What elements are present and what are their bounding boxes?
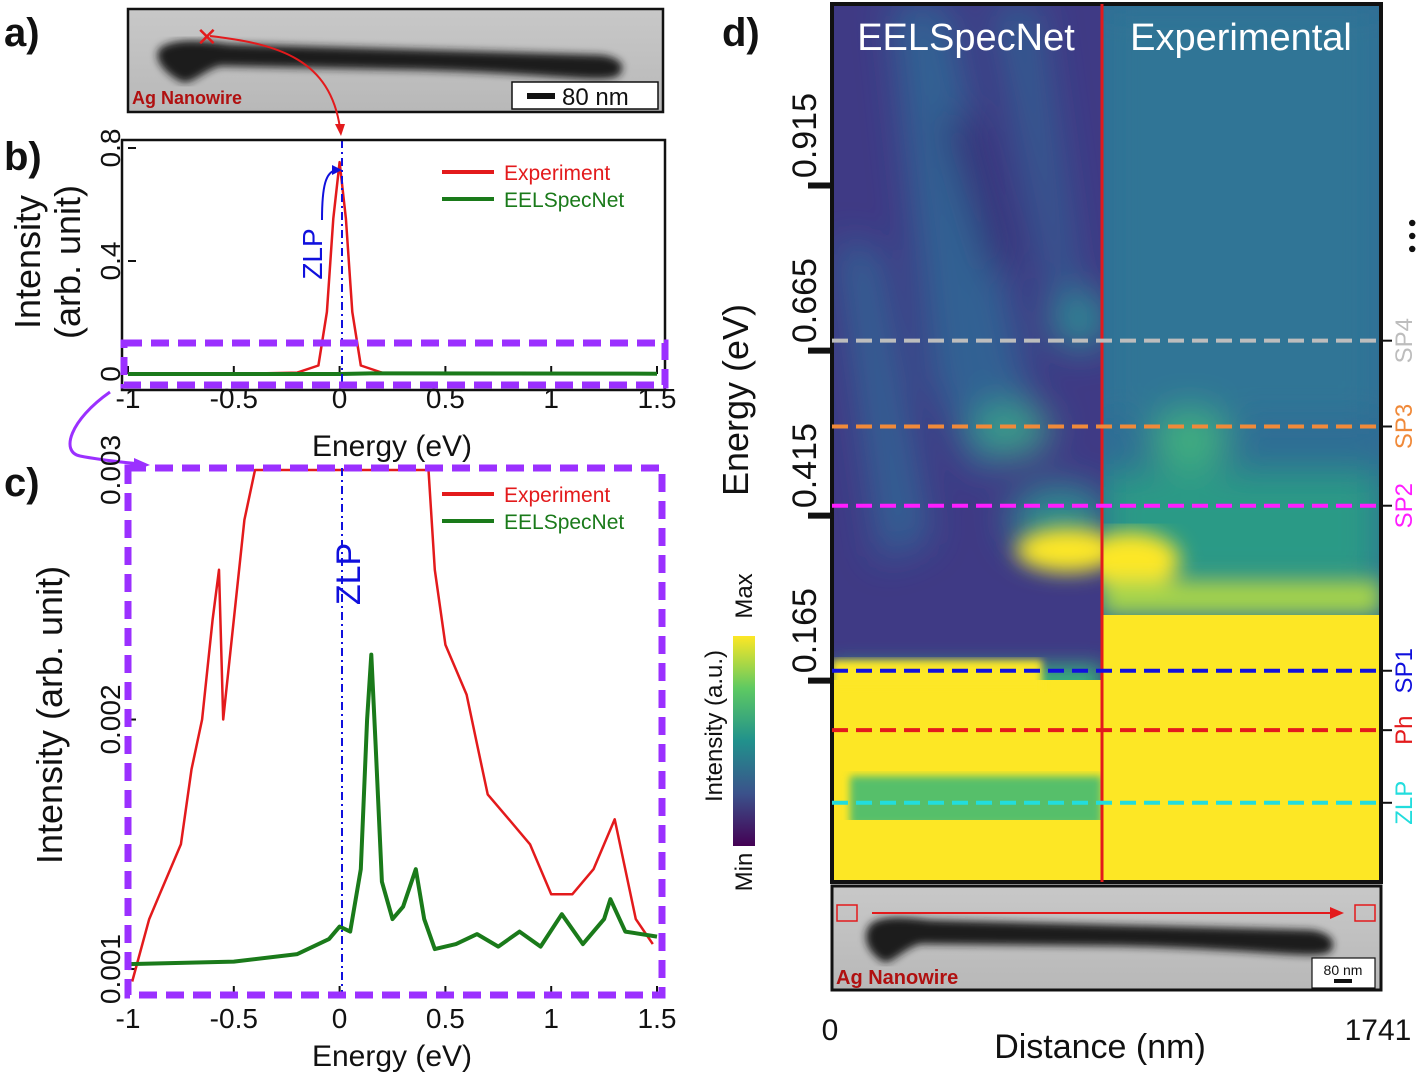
mode-label-sp4: SP4 bbox=[1391, 318, 1416, 363]
c-legend-label: EELSpecNet bbox=[504, 511, 624, 534]
panel-label-b: b) bbox=[4, 135, 42, 179]
c-x-tick-label: 0 bbox=[332, 1003, 348, 1034]
c-y-tick-label: 0.002 bbox=[95, 684, 126, 754]
ellipsis-dots: ••• bbox=[1398, 217, 1416, 256]
colorbar-max-label: Max bbox=[731, 573, 758, 618]
panel-b-zlp-label: ZLP bbox=[297, 228, 328, 279]
heatmap-left-title: EELSpecNet bbox=[857, 17, 1075, 59]
c-series-experiment bbox=[130, 468, 654, 982]
panel-c-zlp-label: ZLP bbox=[330, 543, 368, 605]
b-legend-label: EELSpecNet bbox=[504, 189, 624, 212]
b-legend-label: Experiment bbox=[504, 162, 610, 185]
heatmap-ylabel: Energy (eV) bbox=[715, 304, 756, 496]
probe-arrow bbox=[209, 35, 341, 129]
c-x-tick-label: 0.5 bbox=[426, 1003, 465, 1034]
c-series-eelspecnet bbox=[128, 652, 658, 967]
inset-start-marker bbox=[836, 904, 858, 922]
panel-a-wire-label: Ag Nanowire bbox=[132, 88, 242, 108]
heatmap-y-tick-label: 0.165 bbox=[786, 588, 824, 673]
heatmap-x-tick-end: 1741 bbox=[1345, 1014, 1412, 1047]
heatmap-y-ticks: 0.165 0.415 0.665 0.915 bbox=[786, 93, 834, 684]
panel-c-xlabel: Energy (eV) bbox=[312, 1040, 472, 1073]
panel-b-ylabel-line1: Intensity bbox=[7, 195, 48, 329]
panel-b: Intensity (arb. unit) 00.40.8 -1 -0.5 0 0.5… bbox=[7, 129, 676, 471]
colorbar-title: Intensity (a.u.) bbox=[701, 650, 728, 802]
mode-label-sp1: SP1 bbox=[1391, 648, 1416, 693]
c-x-tick-label: -1 bbox=[116, 1003, 141, 1034]
mode-label-ph: Ph bbox=[1391, 715, 1416, 744]
c-x-tick-label: -0.5 bbox=[210, 1003, 258, 1034]
heatmap-right-title: Experimental bbox=[1130, 17, 1352, 59]
b-series-eelspecnet bbox=[128, 371, 658, 376]
panel-c: Intensity (arb. unit) 0.001 0.002 0.003 -1… bbox=[29, 435, 676, 1073]
panel-b-frame bbox=[120, 138, 667, 392]
heatmap-right bbox=[1102, 4, 1381, 882]
colorbar bbox=[733, 636, 755, 846]
nanowire-shape bbox=[157, 40, 623, 83]
panel-a: Ag Nanowire 80 nm ✕ bbox=[126, 7, 665, 136]
panel-b-legend: Experiment EELSpecNet bbox=[442, 162, 624, 212]
panel-label-c: c) bbox=[4, 461, 40, 505]
panel-d: EELSpecNet Experimental SP4 SP3 SP2 SP1 Ph ZL… bbox=[701, 2, 1416, 1066]
panel-a-scalebar-label: 80 nm bbox=[562, 84, 629, 111]
colorbar-min-label: Min bbox=[731, 853, 758, 892]
mode-label-sp3: SP3 bbox=[1391, 404, 1416, 449]
c-y-tick-label: 0.001 bbox=[95, 934, 126, 1004]
heatmap-inset-label: Ag Nanowire bbox=[836, 967, 958, 989]
panel-c-x-ticks: -1 -0.5 0 0.5 1 1.5 bbox=[116, 986, 677, 1034]
panel-b-zlp-arrow-head bbox=[332, 165, 342, 175]
heatmap-inset-scalebar bbox=[1334, 979, 1352, 983]
panel-b-xlabel: Energy (eV) bbox=[312, 430, 472, 463]
mode-label-sp2: SP2 bbox=[1391, 483, 1416, 528]
c-x-tick-label: 1 bbox=[543, 1003, 559, 1034]
heatmap-x-tick-start: 0 bbox=[822, 1014, 839, 1047]
panel-c-ylabel: Intensity (arb. unit) bbox=[29, 566, 70, 864]
heatmap-inset-scalebar-label: 80 nm bbox=[1324, 962, 1363, 978]
panel-a-scalebar bbox=[527, 93, 555, 99]
heatmap-xlabel: Distance (nm) bbox=[994, 1028, 1206, 1066]
c-y-tick-label: 0.003 bbox=[95, 435, 126, 505]
heatmap-y-tick-label: 0.415 bbox=[786, 423, 824, 508]
mode-lines: SP4 SP3 SP2 SP1 Ph ZLP bbox=[832, 318, 1416, 825]
heatmap-frame bbox=[830, 2, 1383, 884]
panel-c-y-ticks: 0.001 0.002 0.003 bbox=[95, 435, 136, 1004]
panel-label-d: d) bbox=[722, 11, 760, 55]
panel-b-lines bbox=[128, 160, 658, 376]
panel-c-frame bbox=[124, 464, 666, 999]
heatmap-y-tick-label: 0.665 bbox=[786, 258, 824, 343]
zoom-connector-arrow bbox=[68, 390, 141, 466]
panel-b-ylabel-line2: (arb. unit) bbox=[47, 185, 88, 339]
panel-c-legend: Experiment EELSpecNet bbox=[442, 484, 624, 534]
heatmap-y-tick-label: 0.915 bbox=[786, 93, 824, 178]
c-x-tick-label: 1.5 bbox=[638, 1003, 677, 1034]
c-legend-label: Experiment bbox=[504, 484, 610, 507]
inset-scan-arrow-head bbox=[1330, 907, 1344, 919]
probe-arrow-head bbox=[335, 124, 345, 136]
panel-label-a: a) bbox=[4, 11, 40, 55]
inset-end-marker bbox=[1354, 904, 1376, 922]
b-y-tick-label: 0 bbox=[95, 366, 126, 382]
heatmap-inset-scalebar-box bbox=[1311, 957, 1376, 989]
panel-c-lines bbox=[128, 468, 658, 982]
mode-label-zlp: ZLP bbox=[1391, 781, 1416, 825]
heatmap-inset-wire bbox=[865, 917, 1334, 963]
probe-cross-icon: ✕ bbox=[196, 23, 218, 53]
heatmap-left bbox=[832, 4, 1102, 882]
panel-b-zoom-box bbox=[120, 339, 669, 389]
